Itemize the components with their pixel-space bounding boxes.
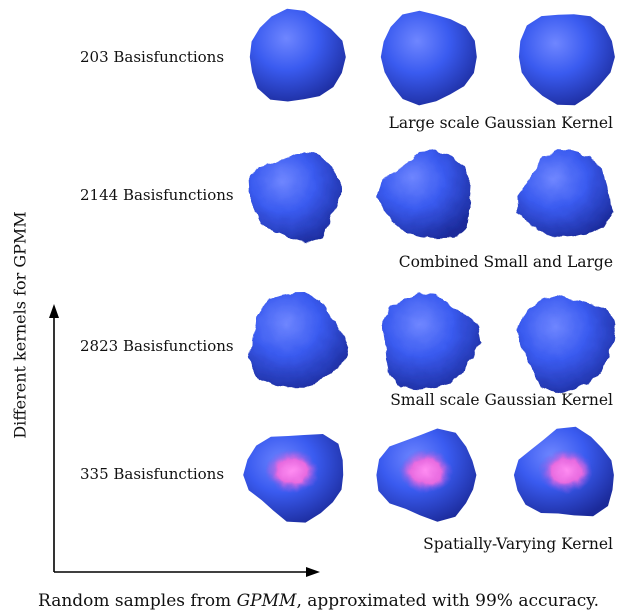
- caption-model-name: GPMM: [237, 591, 297, 611]
- figure-caption: Random samples from GPMM, approximated w…: [0, 591, 637, 611]
- caption-prefix: Random samples from: [38, 591, 237, 611]
- x-axis-arrow: [306, 567, 320, 577]
- y-axis-arrow: [49, 304, 59, 318]
- y-axis-label: Different kernels for GPMM: [11, 211, 30, 438]
- caption-suffix: , approximated with 99% accuracy.: [296, 591, 599, 611]
